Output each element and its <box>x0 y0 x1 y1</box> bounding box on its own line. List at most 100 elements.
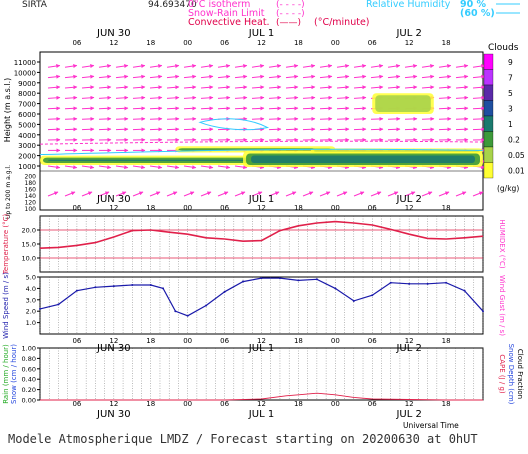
data-point <box>427 283 429 285</box>
data-point <box>261 277 263 279</box>
legend-rh-value: (60 %) <box>460 8 495 19</box>
hour-tick-label: 06 <box>368 400 377 408</box>
hour-tick-label: 00 <box>331 400 340 408</box>
hour-tick-label: 12 <box>257 39 266 47</box>
y-tick-label: 1000 <box>18 163 36 171</box>
y-tick-label: 2.0 <box>26 308 36 316</box>
wind-barb <box>201 108 213 109</box>
y-axis-title-lower: Up to 200 m a.g.l. <box>5 165 12 219</box>
y-tick-label: 1.0 <box>26 319 36 327</box>
y-tick-label: 10000 <box>14 69 36 77</box>
wind-barb <box>473 108 485 109</box>
clouds-legend-level: 0.05 <box>508 151 525 160</box>
hour-tick-label: 18 <box>294 39 303 47</box>
y-tick-label: 0.60 <box>22 365 36 373</box>
y-tick-label: 100 <box>25 206 37 213</box>
hour-tick-label: 12 <box>257 400 266 408</box>
y-tick-label: 15.0 <box>22 241 36 249</box>
hour-tick-label: 06 <box>72 400 81 408</box>
legend-sample: (——) <box>276 18 301 28</box>
y-axis-title: Wind Speed (m / s) <box>2 272 10 339</box>
y-tick-label: 3000 <box>18 142 36 150</box>
y-tick-label: 20.0 <box>22 227 36 235</box>
hour-tick-label: 00 <box>331 39 340 47</box>
site-name: SIRTA <box>22 0 48 10</box>
clouds-legend-level: 3 <box>508 105 513 114</box>
y-tick-label: 4000 <box>18 132 36 140</box>
y-axis-title-2: Snow (cm / hour) <box>10 344 18 404</box>
data-point <box>279 277 281 279</box>
data-point <box>57 303 59 305</box>
clouds-legend-level: 9 <box>508 58 513 67</box>
data-point <box>94 286 96 288</box>
clouds-legend-swatch <box>484 85 493 101</box>
clouds-legend-title: Clouds <box>488 43 519 53</box>
hour-tick-label: 00 <box>331 204 340 212</box>
y-tick-label: 0.20 <box>22 386 36 394</box>
data-point <box>390 282 392 284</box>
footer-text: Modele Atmospherique LMDZ / Forecast sta… <box>8 432 478 446</box>
hour-tick-label: 00 <box>183 39 192 47</box>
clouds-legend-level: 0.01 <box>508 167 525 176</box>
clouds-legend-level: 0.2 <box>508 136 520 145</box>
clouds-legend-unit: (g/kg) <box>497 184 519 193</box>
y-tick-label: 0.40 <box>22 376 36 384</box>
hour-tick-label: 00 <box>183 337 192 345</box>
hour-tick-label: 12 <box>109 337 118 345</box>
data-point <box>316 278 318 280</box>
hour-tick-label: 06 <box>368 39 377 47</box>
wind-barb <box>354 108 366 109</box>
hour-tick-label: 18 <box>442 337 451 345</box>
clouds-legend-level: 1 <box>508 120 513 129</box>
clouds-legend-swatch <box>484 70 493 86</box>
hour-tick-label: 18 <box>146 204 155 212</box>
data-point <box>150 284 152 286</box>
wind-barb <box>286 108 298 109</box>
y-tick-label: 11000 <box>14 59 36 67</box>
data-point <box>162 287 164 289</box>
y-tick-label: 0.00 <box>22 397 36 405</box>
data-point <box>113 285 115 287</box>
hour-tick-label: 06 <box>220 400 229 408</box>
day-label: JUN 30 <box>96 409 131 420</box>
hour-tick-label: 18 <box>146 400 155 408</box>
y-axis-title: Rain (mm / hour) <box>2 344 10 404</box>
hour-tick-label: 06 <box>72 39 81 47</box>
wind-barb <box>252 108 264 109</box>
y-tick-label: 4.0 <box>26 285 36 293</box>
hour-tick-label: 18 <box>146 39 155 47</box>
y-tick-label: 0.80 <box>22 355 36 363</box>
cloud-layer-dense <box>251 155 475 163</box>
data-point <box>39 308 41 310</box>
cloud-layer-core <box>375 95 431 112</box>
hour-tick-label: 06 <box>220 337 229 345</box>
hour-tick-label: 18 <box>294 337 303 345</box>
hour-tick-label: 18 <box>442 400 451 408</box>
wind-barb <box>269 108 281 109</box>
data-point <box>297 279 299 281</box>
hour-tick-label: 06 <box>368 204 377 212</box>
day-label: JUL 1 <box>248 409 274 420</box>
clouds-legend-swatch <box>484 132 493 148</box>
cloud-panel-frame <box>40 52 483 210</box>
day-label: JUL 2 <box>395 28 421 39</box>
legend-unit: (°C/minute) <box>314 17 370 28</box>
data-point <box>334 287 336 289</box>
hour-tick-label: 12 <box>405 400 414 408</box>
hour-tick-label: 06 <box>220 39 229 47</box>
data-point <box>371 294 373 296</box>
data-point <box>464 290 466 292</box>
day-label: JUN 30 <box>96 28 131 39</box>
y-tick-label: 7000 <box>18 101 36 109</box>
hour-tick-label: 12 <box>257 337 266 345</box>
clouds-legend-swatch <box>484 163 493 179</box>
hour-tick-label: 00 <box>183 204 192 212</box>
y-axis-title-right-2: Snow Depth (cm) <box>507 344 515 405</box>
y-tick-label: 6000 <box>18 111 36 119</box>
data-point <box>174 310 176 312</box>
data-point <box>242 281 244 283</box>
hour-tick-label: 06 <box>72 337 81 345</box>
y-axis-title: Height (m a.s.l.) <box>3 78 12 143</box>
y-tick-label: 1.00 <box>22 345 36 353</box>
